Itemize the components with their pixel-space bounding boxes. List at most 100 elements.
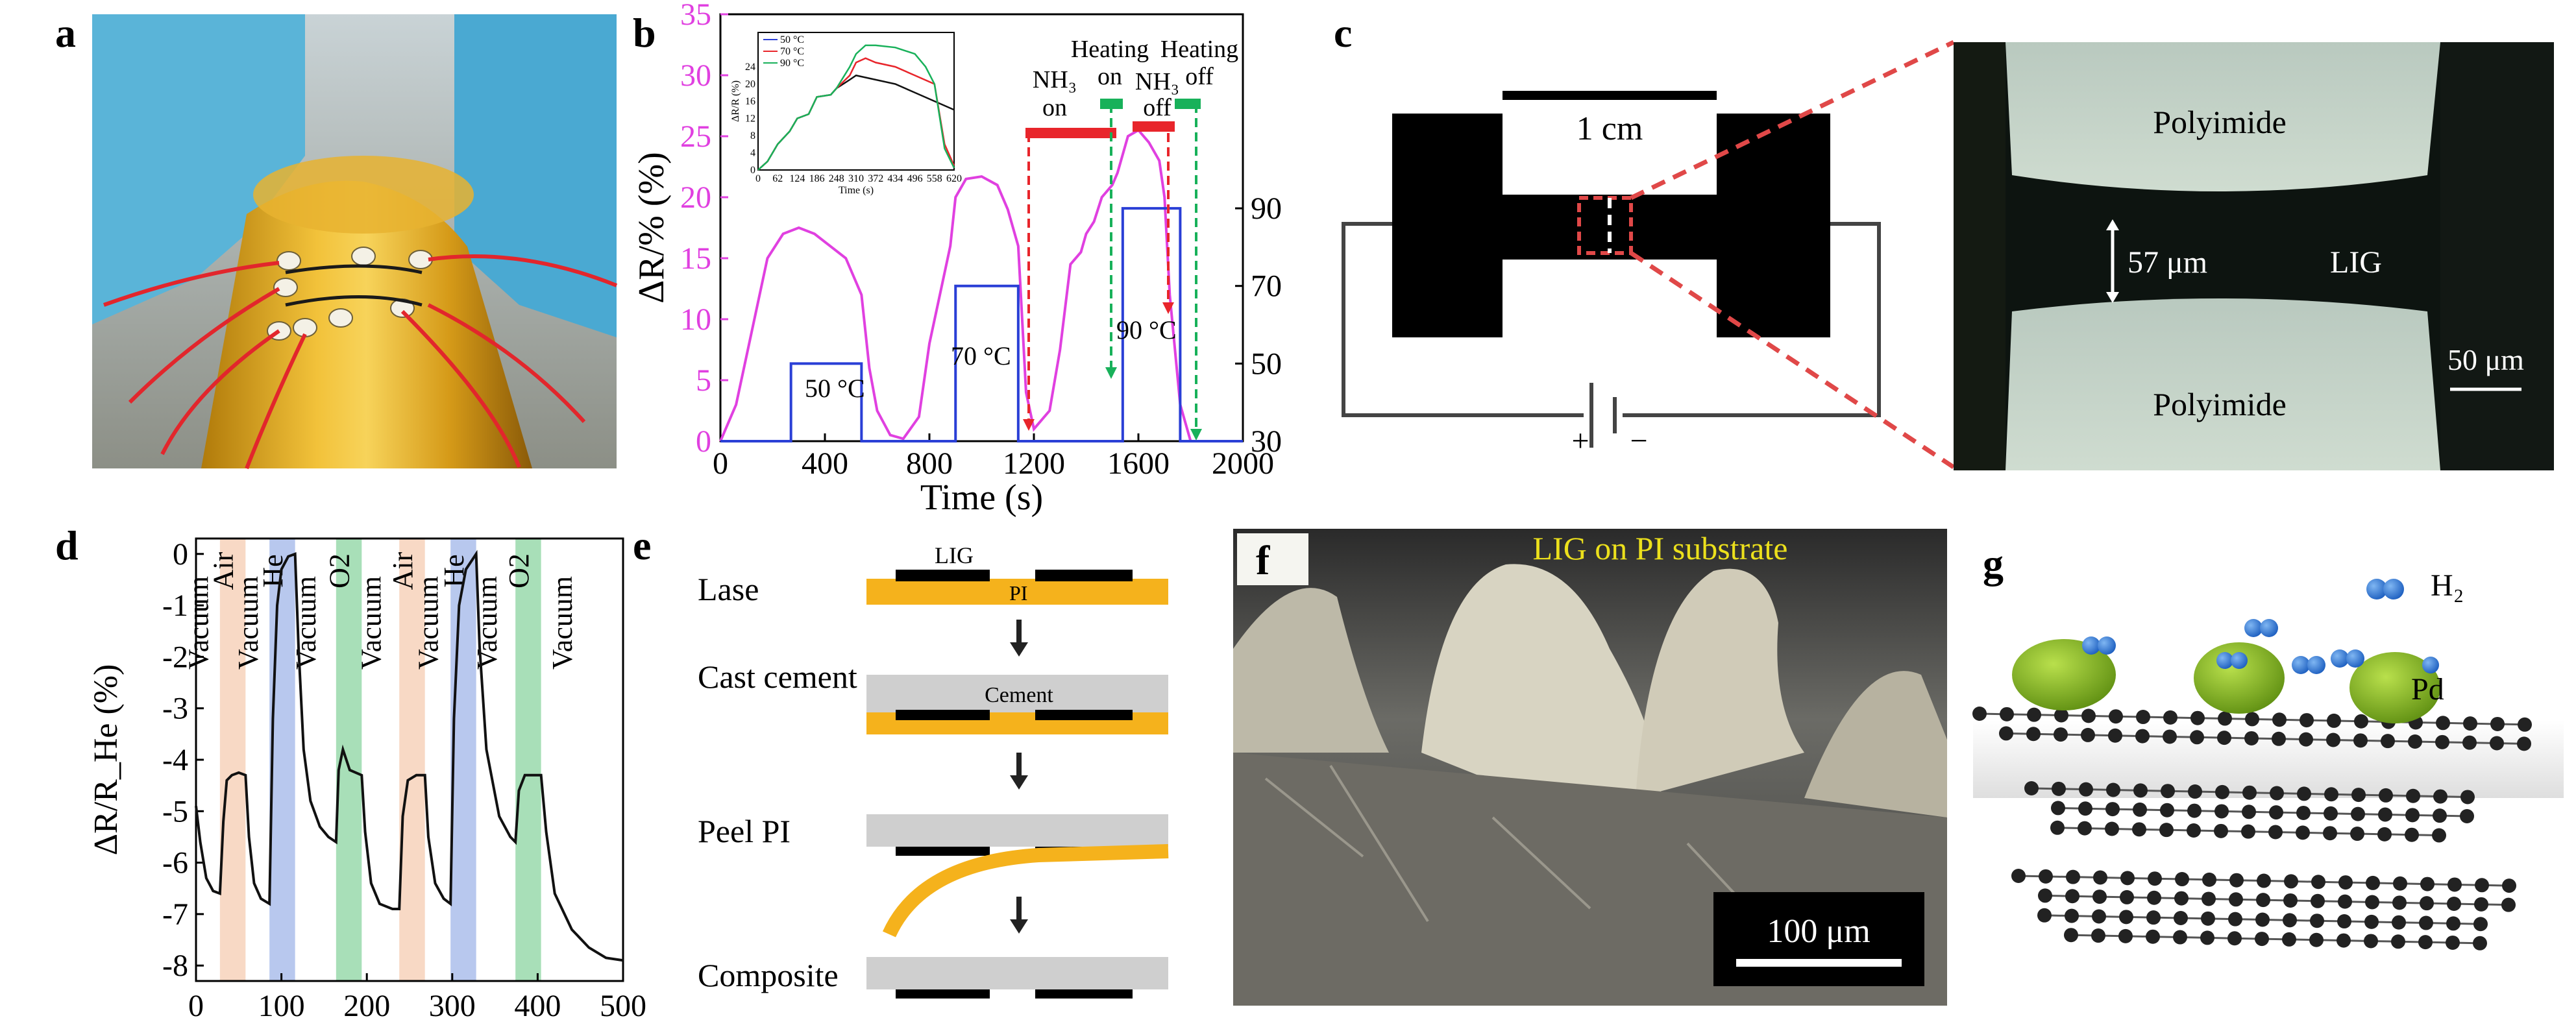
inset-legend-label: 50 °C	[780, 34, 804, 45]
gas-band-o2	[515, 539, 541, 981]
carbon-atom	[2120, 890, 2134, 904]
carbon-atom	[2242, 805, 2256, 819]
carbon-atom	[2392, 895, 2407, 910]
carbon-atom	[2255, 912, 2270, 927]
gas-band-air	[219, 539, 246, 981]
panel-g: g Pd H₂	[1972, 540, 2564, 950]
carbon-atom	[2283, 913, 2297, 928]
panel-b-label: b	[633, 10, 656, 56]
y-tick-label: 0	[173, 537, 188, 572]
panel-g-label: g	[1983, 540, 2004, 587]
carbon-atom	[2105, 821, 2119, 836]
carbon-atom	[2066, 869, 2080, 884]
carbon-atom	[2175, 872, 2189, 887]
carbon-atom	[2475, 878, 2489, 893]
carbon-atom	[2218, 711, 2232, 726]
y-tick-label: -1	[162, 588, 188, 623]
carbon-atom	[2092, 890, 2107, 904]
x-tick-label: 200	[343, 989, 390, 1023]
carbon-atom	[2133, 783, 2148, 798]
carbon-atom	[2269, 805, 2283, 820]
nh3-off-label: NH₃	[1135, 68, 1179, 95]
carbon-atom	[2187, 823, 2201, 838]
carbon-atom	[2365, 895, 2379, 910]
carbon-atom	[2163, 710, 2177, 725]
carbon-atom	[2119, 910, 2133, 925]
y-tick-label: -3	[162, 692, 188, 726]
y-tick-label: 20	[680, 180, 711, 215]
carbon-atom	[2217, 731, 2231, 745]
pd-label: Pd	[2411, 672, 2444, 707]
carbon-atom	[2201, 911, 2215, 926]
carbon-atom	[2187, 803, 2202, 818]
panel-f-label: f	[1256, 537, 1270, 583]
heating-on-label: on	[1098, 63, 1122, 90]
carbon-atom	[2460, 809, 2474, 823]
y-tick-label: -6	[162, 846, 188, 880]
lig-device	[1392, 114, 1830, 337]
inset-x-tick: 310	[848, 173, 864, 184]
carbon-atom	[2436, 716, 2450, 731]
carbon-atom	[2163, 729, 2177, 744]
panel-e-label: e	[633, 522, 651, 568]
carbon-atom	[2024, 781, 2039, 795]
carbon-atom	[2446, 916, 2460, 931]
carbon-atom	[2078, 821, 2092, 836]
carbon-atom	[2228, 912, 2242, 926]
carbon-atom	[2091, 928, 2105, 943]
carbon-atom	[2038, 888, 2052, 903]
carbon-atom	[2311, 875, 2325, 890]
temp-label-90: 90 °C	[1116, 315, 1177, 345]
carbon-atom	[1999, 726, 2013, 741]
carbon-atom	[2463, 716, 2477, 731]
battery-minus: −	[1630, 424, 1647, 458]
carbon-atom	[2323, 826, 2337, 841]
inset-y-tick: 16	[745, 96, 755, 107]
carbon-atom	[2146, 910, 2161, 925]
gas-band-label: O2	[324, 553, 356, 588]
lig-width-label: 57 μm	[2128, 245, 2207, 280]
carbon-atom	[2391, 934, 2405, 949]
carbon-atom	[2132, 822, 2146, 837]
scale-bar-label: 1 cm	[1576, 110, 1643, 147]
h2-label: H₂	[2431, 568, 2464, 603]
carbon-atom	[2106, 782, 2120, 797]
panel-c: c 1 cm + − Polyimi	[1334, 10, 2554, 470]
vacuum-label: Vacuum	[546, 576, 578, 670]
h2-molecules	[2082, 579, 2439, 674]
carbon-atom	[2272, 712, 2287, 727]
carbon-atom	[2215, 784, 2229, 799]
chart-b-inset: 0 62 124 186 248 310 372 434 496 558 620 0 4 8 12 16 20 2…	[730, 32, 962, 196]
carbon-atom	[2118, 928, 2133, 943]
carbon-atom	[2242, 785, 2257, 800]
carbon-atom	[2256, 893, 2270, 908]
carbon-atom	[2326, 732, 2340, 747]
y2-tick-label: 50	[1251, 346, 1282, 381]
carbon-atom	[2120, 871, 2135, 886]
x-tick-label: 1200	[1003, 446, 1065, 481]
carbon-atom	[2050, 820, 2065, 835]
y-tick-label: -8	[162, 949, 188, 983]
zoom-line-bottom	[1630, 251, 1955, 469]
y-tick-label: 5	[696, 363, 711, 398]
peeling-pi	[882, 844, 1169, 938]
process-arrows	[1010, 620, 1028, 934]
y2-tick-label: 30	[1251, 424, 1282, 459]
carbon-atom	[2474, 897, 2488, 912]
x-tick-label: 800	[906, 446, 953, 481]
carbon-atom	[2364, 914, 2379, 929]
carbon-atom	[2160, 803, 2174, 817]
scale-bar	[1503, 91, 1717, 100]
panel-f: f LIG on PI substrate 100 μm	[1233, 529, 1947, 1006]
y-tick-label: -5	[162, 794, 188, 829]
carbon-atom	[2270, 786, 2284, 801]
step-peel-pi: Peel PI	[698, 813, 791, 849]
event-arrowhead	[1023, 419, 1035, 431]
carbon-atom	[2188, 784, 2202, 799]
carbon-atom	[2338, 875, 2353, 890]
carbon-atom	[2309, 932, 2324, 947]
cement-tag: Cement	[985, 683, 1053, 707]
carbon-atom	[2432, 828, 2446, 843]
